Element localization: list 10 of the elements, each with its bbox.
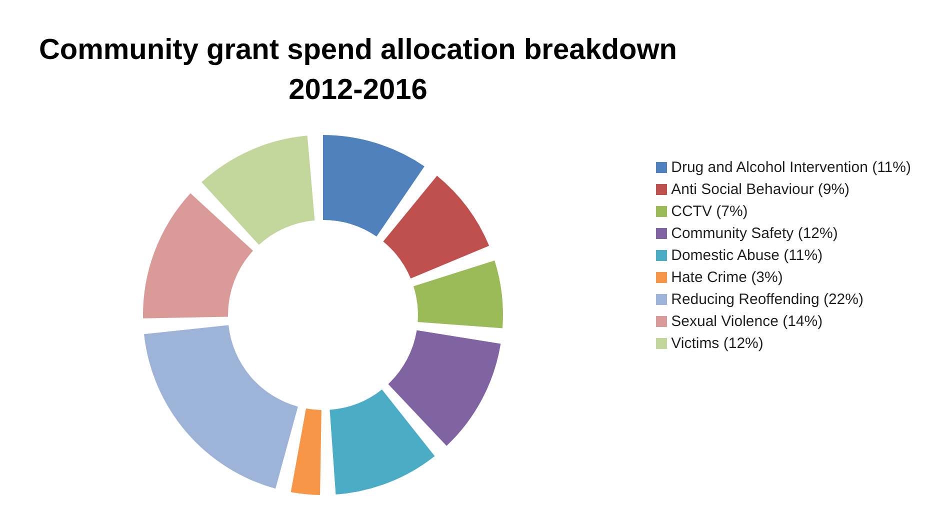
legend-label: Community Safety (12%) [671,224,838,242]
legend-label: Anti Social Behaviour (9%) [671,180,850,198]
legend-label: Sexual Violence (14%) [671,312,823,330]
legend-label: Drug and Alcohol Intervention (11%) [671,158,911,176]
legend-label: Victims (12%) [671,334,764,352]
legend-label: Domestic Abuse (11%) [671,246,823,264]
legend-label: CCTV (7%) [671,202,748,220]
legend-label: Hate Crime (3%) [671,268,783,286]
chart-title: Community grant spend allocation breakdown 2012-2016 [38,33,678,108]
legend-label: Reducing Reoffending (22%) [671,290,864,308]
